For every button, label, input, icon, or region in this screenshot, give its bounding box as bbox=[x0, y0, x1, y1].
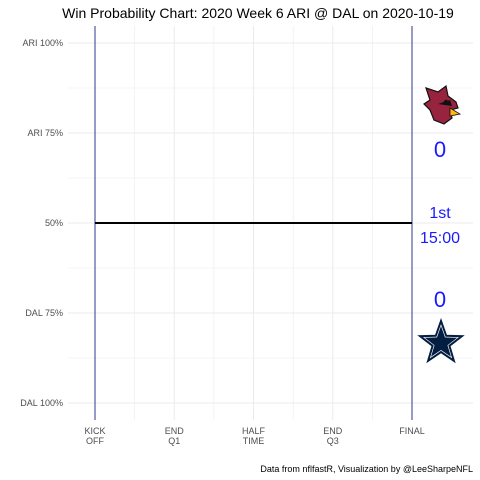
ari-logo bbox=[423, 84, 462, 125]
x-tick-label: HALF bbox=[242, 426, 266, 436]
y-tick-label: DAL 100% bbox=[20, 398, 63, 408]
chart-caption: Data from nflfastR, Visualization by @Le… bbox=[260, 464, 473, 474]
x-tick-label: END bbox=[323, 426, 343, 436]
x-tick-label: END bbox=[165, 426, 185, 436]
home-score: 0 bbox=[434, 287, 446, 312]
away-score: 0 bbox=[434, 137, 446, 162]
y-axis: ARI 100% ARI 75% 50% DAL 75% DAL 100% bbox=[20, 38, 63, 408]
chart-title: Win Probability Chart: 2020 Week 6 ARI @… bbox=[62, 5, 454, 21]
x-tick-label: FINAL bbox=[399, 426, 425, 436]
x-tick-label: TIME bbox=[243, 436, 265, 446]
x-tick-label: OFF bbox=[86, 436, 104, 446]
y-tick-label: 50% bbox=[45, 218, 63, 228]
game-quarter: 1st bbox=[429, 205, 451, 222]
game-clock: 15:00 bbox=[420, 230, 460, 247]
x-tick-label: Q3 bbox=[327, 436, 339, 446]
x-tick-label: Q1 bbox=[168, 436, 180, 446]
x-tick-label: KICK bbox=[84, 426, 105, 436]
y-tick-label: DAL 75% bbox=[25, 308, 63, 318]
y-tick-label: ARI 100% bbox=[22, 38, 63, 48]
y-tick-label: ARI 75% bbox=[27, 128, 63, 138]
dal-logo bbox=[417, 317, 465, 364]
